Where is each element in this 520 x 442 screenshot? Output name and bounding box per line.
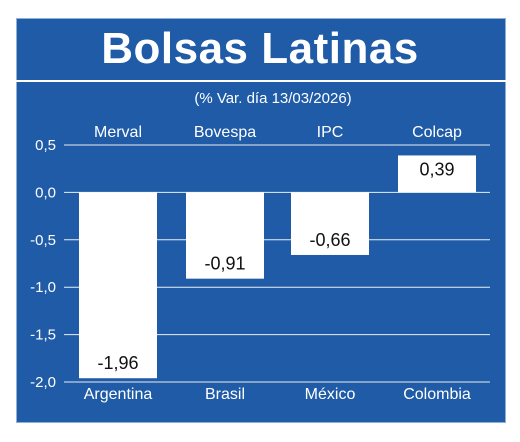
y-axis-ticks: 0,5 0,0 -0,5 -1,0 -1,5 -2,0 (30, 137, 56, 391)
y-tick-label: -1,5 (30, 327, 56, 344)
index-name-label: Colcap (412, 124, 462, 141)
bars (79, 155, 476, 379)
y-tick-label: -0,5 (30, 232, 56, 249)
category-label: Brasil (205, 386, 245, 403)
y-tick-label: 0,0 (35, 184, 56, 201)
data-label: -1,96 (97, 353, 138, 373)
category-label: Argentina (84, 386, 153, 403)
y-tick-label: -2,0 (30, 374, 56, 391)
bar-méxico (291, 192, 369, 255)
y-tick-label: -1,0 (30, 279, 56, 296)
category-label: México (305, 386, 356, 403)
index-name-label: IPC (317, 124, 344, 141)
category-label: Colombia (403, 386, 471, 403)
index-name-label: Bovespa (194, 124, 256, 141)
data-label: -0,91 (204, 254, 245, 274)
y-tick-label: 0,5 (35, 137, 56, 154)
labels: -1,96 Merval Argentina -0,91 Bovespa Brasil -0… (84, 124, 471, 403)
bar-brasil (186, 192, 264, 279)
chart-subtitle: (% Var. día 13/03/2026) (194, 90, 351, 107)
bar-argentina (79, 192, 157, 379)
data-label: 0,39 (419, 159, 454, 179)
index-name-label: Merval (94, 124, 142, 141)
data-label: -0,66 (309, 230, 350, 250)
title-divider (16, 80, 506, 82)
chart-title: Bolsas Latinas (101, 24, 419, 73)
bar-colombia (398, 155, 476, 193)
